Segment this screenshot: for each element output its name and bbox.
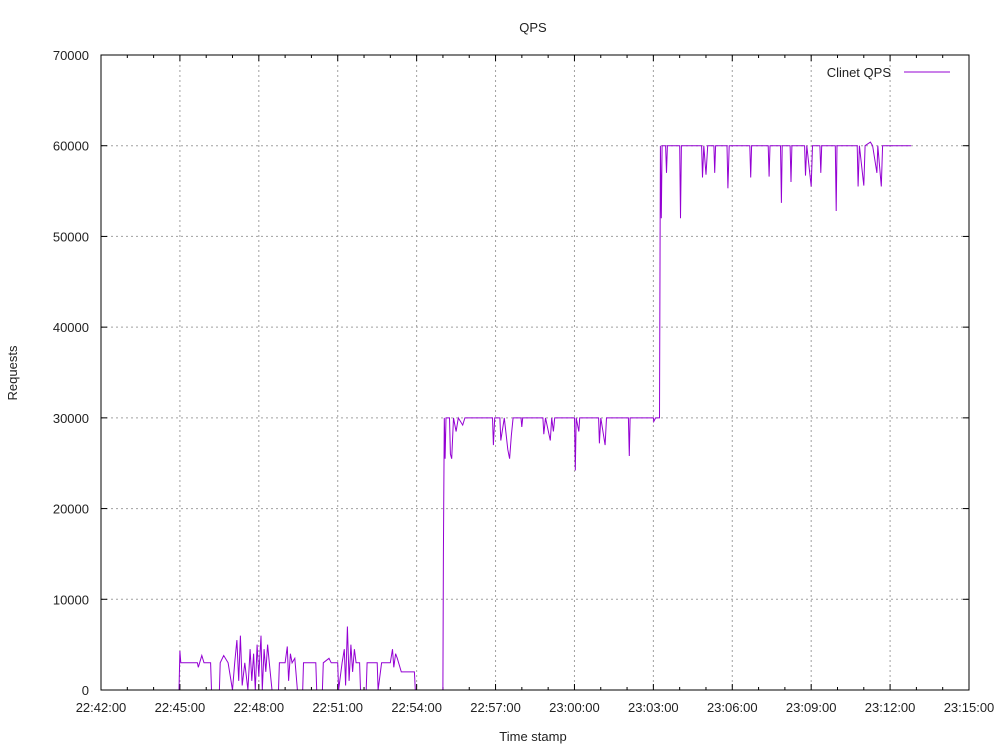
plot-frame [100, 54, 970, 691]
x-tick-label: 23:09:00 [786, 700, 837, 715]
y-axis-label: Requests [5, 345, 20, 400]
x-tick-label: 23:00:00 [549, 700, 600, 715]
series-line-clinet-qps [178, 141, 912, 691]
x-tick-label: 22:42:00 [76, 700, 127, 715]
legend-label: Clinet QPS [827, 65, 892, 80]
x-tick-label: 23:03:00 [628, 700, 679, 715]
x-tick-label: 22:48:00 [234, 700, 285, 715]
x-tick-label: 22:51:00 [312, 700, 363, 715]
legend: Clinet QPS [827, 65, 950, 80]
grid [101, 55, 969, 690]
x-tick-label: 22:45:00 [155, 700, 206, 715]
chart-title: QPS [519, 20, 547, 35]
y-tick-label: 0 [82, 683, 89, 698]
x-tick-label: 23:15:00 [944, 700, 995, 715]
x-tick-label: 23:12:00 [865, 700, 916, 715]
x-tick-label: 22:54:00 [391, 700, 442, 715]
y-tick-label: 30000 [53, 411, 89, 426]
y-tick-label: 60000 [53, 139, 89, 154]
x-axis-label: Time stamp [499, 729, 566, 744]
ticks: 0 10000 20000 30000 40000 50000 60000 70000 22:4… [53, 48, 994, 715]
y-tick-label: 40000 [53, 320, 89, 335]
y-tick-label: 50000 [53, 229, 89, 244]
y-tick-label: 10000 [53, 592, 89, 607]
y-tick-label: 20000 [53, 502, 89, 517]
x-tick-label: 23:06:00 [707, 700, 758, 715]
y-tick-label: 70000 [53, 48, 89, 63]
x-tick-label: 22:57:00 [470, 700, 521, 715]
